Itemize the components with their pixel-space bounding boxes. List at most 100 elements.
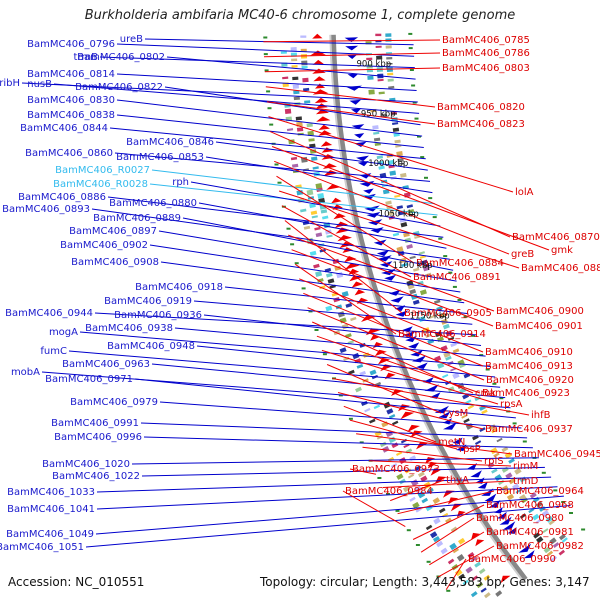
minus-strand-gene-arrow	[374, 349, 387, 357]
rna-feature-tick	[499, 397, 504, 400]
feature-block	[421, 259, 428, 265]
leader-line	[281, 205, 412, 278]
right-gene-label: BamMC406_0901	[495, 321, 583, 332]
feature-block	[382, 446, 390, 453]
plus-strand-gene-arrow	[395, 310, 408, 317]
left-gene-label: nusB	[27, 79, 52, 90]
leader-line	[326, 364, 442, 414]
plus-strand-gene-arrow	[470, 470, 482, 478]
right-gene-label: BamMC406_0982	[496, 541, 584, 552]
left-gene-label: trmB	[74, 52, 99, 63]
feature-block	[521, 497, 528, 504]
feature-block	[427, 487, 434, 494]
plus-strand-gene-arrow	[518, 543, 532, 553]
rna-feature-tick	[411, 84, 416, 87]
plus-strand-gene-arrow	[388, 289, 401, 296]
right-gene-label: BamMC406_0980	[476, 513, 564, 524]
left-gene-label: BamMC406_1033	[7, 487, 95, 498]
minus-strand-gene-arrow	[316, 116, 331, 122]
feature-block	[559, 533, 566, 541]
leader-line	[369, 460, 512, 467]
feature-block	[447, 558, 455, 565]
feature-block	[533, 532, 541, 539]
feature-block	[315, 183, 323, 189]
feature-block	[400, 221, 408, 228]
plus-strand-gene-arrow	[363, 193, 376, 200]
leader-line	[397, 490, 495, 515]
rna-feature-tick	[269, 123, 274, 126]
right-gene-label: metN	[438, 437, 465, 448]
feature-block	[452, 348, 460, 354]
leader-line	[140, 422, 528, 439]
feature-block	[325, 305, 333, 312]
feature-block	[403, 192, 411, 198]
feature-block	[381, 421, 389, 428]
feature-block	[291, 163, 299, 168]
feature-block	[535, 518, 542, 524]
feature-block	[480, 587, 487, 593]
feature-block	[425, 524, 433, 531]
feature-block	[433, 517, 441, 525]
plus-strand-gene-arrow	[364, 205, 380, 212]
leader-line	[174, 327, 486, 357]
rna-feature-tick	[471, 334, 476, 337]
feature-block	[427, 338, 435, 345]
right-gene-label: BamMC406_0981	[486, 527, 574, 538]
feature-block	[450, 367, 457, 372]
left-gene-label: BamMC406_0897	[69, 226, 157, 237]
minus-strand-gene-arrow	[416, 442, 429, 450]
left-gene-label: ureB	[120, 34, 143, 45]
feature-block	[392, 232, 400, 237]
right-gene-label: BamMC406_0823	[437, 119, 525, 130]
feature-block	[397, 157, 404, 163]
left-gene-label: BamMC406_0996	[54, 432, 142, 443]
left-gene-label: BamMC406_0822	[75, 82, 163, 93]
rna-feature-tick	[322, 353, 327, 356]
right-gene-label: BamMC406_0900	[496, 306, 584, 317]
feature-block	[296, 121, 303, 127]
feature-block	[496, 437, 503, 443]
right-gene-label: trmD	[513, 476, 539, 487]
feature-block	[309, 143, 316, 148]
feature-block	[504, 451, 512, 459]
feature-block	[532, 513, 540, 521]
rna-feature-tick	[452, 285, 457, 288]
leader-line	[164, 86, 421, 126]
feature-block	[483, 574, 491, 581]
leader-line	[269, 131, 511, 238]
feature-block	[418, 251, 425, 255]
leader-line	[95, 495, 564, 535]
leader-line	[321, 349, 499, 405]
right-gene-label: BamMC406_0945	[514, 449, 600, 460]
feature-block	[478, 568, 486, 575]
feature-block	[407, 473, 415, 479]
feature-block	[390, 463, 398, 468]
rna-feature-tick	[263, 36, 268, 39]
feature-block	[407, 284, 415, 290]
feature-block	[449, 542, 458, 551]
leader-line	[116, 99, 423, 137]
right-gene-label: lolA	[515, 187, 534, 198]
rna-feature-tick	[412, 101, 417, 104]
feature-block	[356, 364, 364, 369]
chromosome-backbone	[330, 34, 528, 581]
feature-block	[437, 362, 445, 369]
plus-strand-gene-arrow	[443, 422, 457, 430]
feature-block	[442, 323, 450, 330]
feature-block	[421, 497, 429, 504]
feature-block	[528, 507, 535, 514]
feature-block	[535, 536, 544, 544]
kbp-label: 950 kbp	[361, 110, 396, 120]
minus-strand-gene-arrow	[356, 297, 369, 304]
left-gene-label: BamMC406_0846	[126, 137, 214, 148]
rna-feature-tick	[569, 512, 573, 514]
feature-block	[459, 363, 466, 369]
minus-strand-gene-arrow	[398, 404, 410, 412]
leader-line	[278, 190, 520, 269]
leader-line	[193, 300, 473, 325]
plus-strand-gene-arrow	[351, 108, 362, 114]
minus-strand-gene-arrow	[318, 124, 330, 130]
minus-strand-gene-arrow	[425, 457, 436, 464]
feature-block	[320, 209, 328, 214]
